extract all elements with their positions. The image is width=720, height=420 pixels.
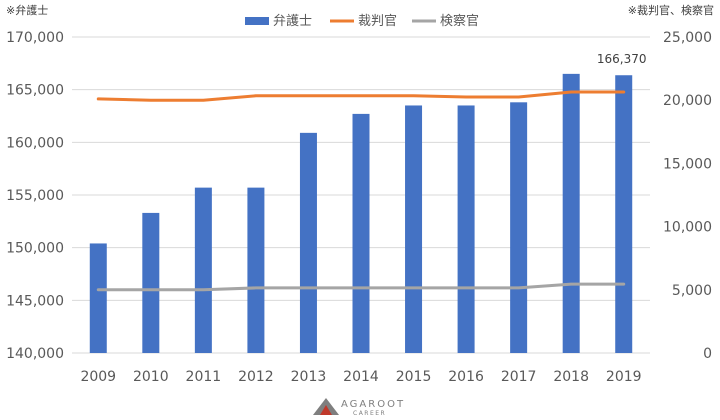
left-axis-tick-label: 140,000 [6, 346, 64, 362]
bar-2019 [615, 75, 633, 354]
legend-swatch-lawyers [245, 17, 269, 25]
right-axis-tick-label: 15,000 [663, 156, 712, 172]
x-axis-tick-label: 2010 [133, 369, 169, 385]
left-axis-note: ※弁護士 [6, 3, 48, 17]
right-axis-ticks: 0 5,000 10,000 15,000 20,000 25,000 [663, 30, 712, 362]
bar-2015 [405, 105, 423, 353]
legend-label-lawyers: 弁護士 [273, 13, 312, 29]
line-judges [96, 90, 626, 102]
left-axis-tick-label: 155,000 [6, 188, 64, 204]
right-axis-tick-label: 0 [703, 346, 712, 362]
left-axis-tick-label: 165,000 [6, 83, 64, 99]
bar-2009 [89, 243, 107, 353]
left-axis-tick-label: 150,000 [6, 241, 64, 257]
x-axis-tick-label: 2017 [501, 369, 537, 385]
left-axis-tick-label: 145,000 [6, 293, 64, 309]
legend: 弁護士 裁判官 検察官 [245, 13, 479, 29]
x-axis-tick-label: 2014 [343, 369, 379, 385]
left-axis-tick-label: 170,000 [6, 30, 64, 46]
logo-sub: CAREER [353, 410, 386, 417]
x-axis-tick-label: 2016 [448, 369, 484, 385]
bar-2011 [194, 187, 212, 353]
left-axis-tick-label: 160,000 [6, 135, 64, 151]
x-axis-tick-label: 2013 [291, 369, 327, 385]
data-label: 166,370 [597, 52, 647, 66]
bar-2017 [510, 102, 528, 353]
x-axis-tick-label: 2011 [186, 369, 222, 385]
right-axis-note: ※裁判官、検察官 [628, 3, 714, 17]
right-axis-tick-label: 20,000 [663, 93, 712, 109]
x-axis-tick-label: 2009 [80, 369, 116, 385]
bar-2014 [352, 113, 370, 353]
bar-series-lawyers [89, 73, 633, 354]
bar-2010 [142, 212, 160, 353]
line-prosecutors [96, 282, 626, 292]
legend-label-prosecutors: 検察官 [440, 13, 479, 29]
x-axis-tick-label: 2015 [396, 369, 432, 385]
bar-2013 [299, 132, 317, 353]
x-axis-tick-label: 2019 [606, 369, 642, 385]
x-axis-ticks: 2009 2010 2011 2012 2013 2014 2015 2016 2017 2018… [80, 369, 641, 385]
left-axis-ticks: 140,000 145,000 150,000 155,000 160,000 165,0… [6, 30, 64, 362]
right-axis-tick-label: 5,000 [672, 283, 712, 299]
x-axis-tick-label: 2018 [553, 369, 589, 385]
logo-word: AGAROOT [341, 399, 405, 410]
bar-2012 [247, 187, 265, 353]
agaroot-logo: AGAROOT CAREER [313, 398, 405, 417]
bar-2016 [457, 105, 475, 353]
x-axis-tick-label: 2012 [238, 369, 274, 385]
logo-mark-accent [320, 405, 332, 415]
bar-2018 [562, 73, 580, 353]
legend-label-judges: 裁判官 [358, 13, 397, 29]
data-labels: 166,370 [597, 52, 647, 66]
line-series [96, 90, 626, 292]
right-axis-tick-label: 25,000 [663, 30, 712, 46]
right-axis-tick-label: 10,000 [663, 220, 712, 236]
